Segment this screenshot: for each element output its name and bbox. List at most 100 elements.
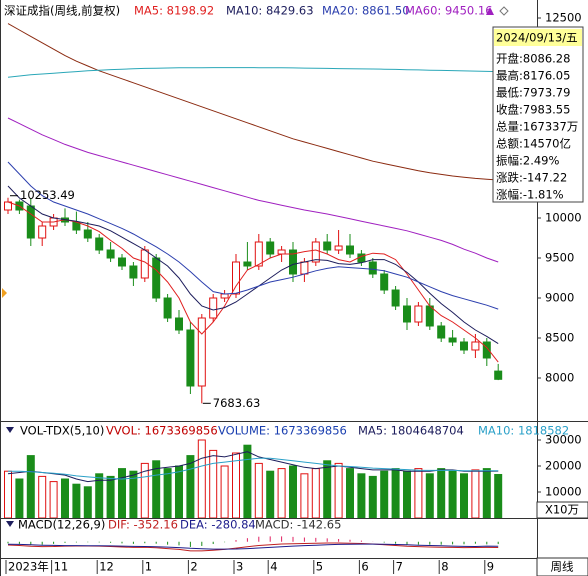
y-tick-label: 20000 — [545, 459, 582, 473]
volume-bar — [83, 486, 92, 518]
x-tick-label: 9 — [487, 560, 494, 574]
volume-bar — [460, 473, 468, 518]
volume-bar — [380, 470, 389, 518]
volume-bar — [49, 481, 58, 518]
volume-bar — [38, 475, 47, 518]
volume-bar — [300, 473, 309, 518]
volume-bar — [391, 468, 400, 518]
panel-legend: VVOL: 1673369856 — [106, 424, 218, 438]
candle-body — [95, 237, 104, 251]
x-tick-label: 2023年 — [8, 560, 49, 574]
info-row: 振幅:2.49% — [496, 154, 559, 168]
panel-toggle[interactable] — [6, 427, 14, 433]
plots: 10253.49 7683.63 — [4, 23, 503, 552]
panel-legend: VOL-TDX(5,10) — [20, 424, 104, 438]
max-label: 10253.49 — [20, 188, 75, 202]
candle-body — [437, 325, 446, 339]
panel-legend: MA10: 8429.63 — [226, 4, 314, 18]
candle-body — [414, 305, 423, 323]
candle-body — [118, 257, 126, 267]
volume-bar — [95, 473, 104, 518]
candle-body — [266, 241, 275, 255]
scroll-up-icon[interactable] — [486, 7, 494, 15]
candle-body — [300, 261, 309, 275]
y-tick-label: 9500 — [545, 251, 574, 265]
volume-bar — [186, 455, 195, 518]
volume-bar — [289, 465, 297, 518]
x-tick-label: 5 — [316, 560, 323, 574]
x-tick-label: 7 — [396, 560, 403, 574]
candle-body — [346, 245, 354, 255]
candle-body — [391, 289, 400, 307]
ma-line — [7, 185, 499, 345]
volume-bar — [209, 449, 218, 518]
volume-bar — [334, 462, 343, 518]
volume-bar — [232, 452, 240, 518]
candle-body — [163, 297, 172, 319]
candle-body — [471, 341, 480, 351]
ma-line — [7, 451, 499, 483]
y-tick-label: 10000 — [545, 211, 582, 225]
panel-legend: 深证成指(周线,前复权) — [4, 4, 120, 18]
volume-bar — [118, 468, 126, 518]
min-label: 7683.63 — [213, 396, 261, 410]
volume-bar — [311, 468, 320, 518]
candle-body — [334, 245, 343, 251]
info-row: 涨幅:-1.81% — [496, 188, 564, 202]
candle-body — [220, 293, 229, 299]
info-row: 总额:14570亿 — [496, 137, 571, 151]
y-tick-label: 30000 — [545, 433, 582, 447]
volume-bar — [243, 444, 252, 518]
volume-bar — [254, 462, 263, 518]
candle-body — [26, 205, 35, 239]
x-tick-label: 2 — [190, 560, 197, 574]
volume-bar — [175, 465, 183, 518]
ma-line — [7, 543, 499, 550]
volume-bar — [357, 473, 366, 518]
x-tick-label: 6 — [361, 560, 368, 574]
volume-bar — [61, 478, 69, 518]
panel-legend: MACD(12,26,9) — [18, 518, 105, 532]
candle-body — [38, 225, 47, 239]
volume-bar — [266, 470, 275, 518]
y-tick-label: 8500 — [545, 331, 574, 345]
info-date: 2024/09/13/五 — [496, 31, 578, 45]
volume-bar — [414, 468, 423, 518]
expand-icon[interactable] — [499, 6, 509, 16]
volume-bar — [152, 460, 161, 518]
y-tick-label: 8000 — [545, 371, 574, 385]
candle-body — [277, 249, 286, 255]
side-marker — [2, 288, 7, 298]
panel-legend: VOLUME: 1673369856 — [218, 424, 347, 438]
panel-legend: DEA: -280.84 — [180, 518, 256, 532]
period-label: 周线 — [551, 560, 574, 574]
volume-bar — [403, 470, 411, 518]
panel-legend: MA5: 1804648704 — [358, 424, 464, 438]
volume-bar — [220, 465, 229, 518]
volume-bar — [323, 460, 332, 518]
candle-body — [152, 257, 161, 299]
x-tick-label: 11 — [54, 560, 69, 574]
x-tick-label: 8 — [441, 560, 448, 574]
candle-body — [197, 317, 206, 387]
candle-body — [289, 249, 297, 275]
y-tick-label: 12500 — [545, 11, 582, 25]
panel-legend: MA20: 8861.50 — [322, 4, 410, 18]
volume-bar — [448, 470, 457, 518]
panel-legend: MA5: 8198.92 — [134, 4, 214, 18]
info-row: 最高:8176.05 — [496, 69, 570, 83]
candle-body — [425, 305, 434, 327]
candle-body — [460, 341, 468, 351]
volume-bar — [425, 473, 434, 518]
candle-body — [175, 317, 183, 331]
volume-bar — [129, 470, 138, 518]
volume-bar — [163, 468, 172, 518]
y-tick-label: 9000 — [545, 291, 574, 305]
candle-body — [311, 241, 320, 263]
period-box — [536, 557, 588, 576]
panel-toggle[interactable] — [6, 521, 14, 527]
ma-line — [7, 161, 499, 310]
x-tick-label: 12 — [99, 560, 114, 574]
info-box-frame — [492, 26, 584, 203]
